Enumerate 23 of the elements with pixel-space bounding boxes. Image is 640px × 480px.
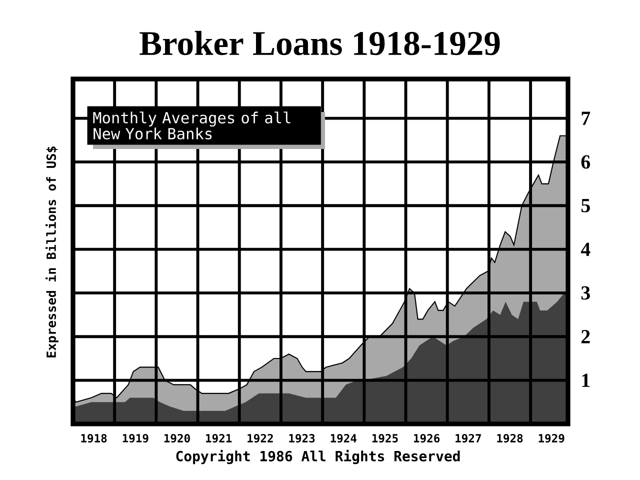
y-tick-label: 7 (582, 112, 590, 125)
x-tick-label: 1927 (456, 434, 481, 443)
x-tick-label: 1921 (206, 434, 232, 443)
x-tick-label: 1922 (248, 434, 273, 443)
y-tick-label: 6 (581, 155, 590, 169)
x-tick-label: 1926 (414, 434, 440, 443)
text: Copyright 1986 All Rights Reserved (176, 450, 460, 464)
x-tick-label: 1925 (372, 434, 398, 443)
x-tick-label: 1920 (164, 434, 190, 443)
y-tick-label: 4 (580, 242, 590, 256)
x-tick-label: 1924 (330, 434, 356, 443)
y-tick-label: 3 (581, 286, 590, 300)
y-tick-label: 2 (581, 330, 590, 344)
x-tick-label: 1923 (289, 434, 315, 443)
y-tick-label: 1 (582, 374, 590, 387)
x-tick-label: 1918 (81, 434, 107, 443)
x-tick-label: 1929 (538, 434, 564, 443)
annotation: Monthly Averages of all New York Banks (93, 112, 290, 140)
x-tick-label: 1928 (497, 434, 523, 443)
y-axis-title: Expressed in Billions of US$ (46, 146, 58, 358)
y-tick-label: 5 (581, 199, 590, 212)
x-tick-label: 1919 (122, 434, 148, 443)
chart-title: Broker Loans 1918-1929 (140, 30, 500, 56)
